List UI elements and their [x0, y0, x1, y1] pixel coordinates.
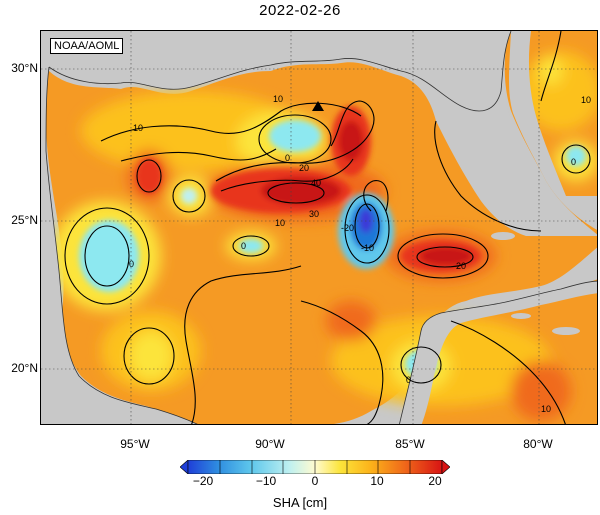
contour-lines — [64, 31, 591, 424]
colorbar-tick-label: −20 — [192, 474, 214, 488]
lon-label-95w: 95°W — [120, 437, 150, 451]
contour-label: -10 — [361, 243, 374, 253]
lat-label-20n: 20°N — [11, 361, 38, 375]
land-masses — [41, 31, 597, 424]
graticule — [41, 31, 597, 424]
contour-label: 0 — [285, 153, 290, 163]
anomaly-field — [51, 51, 597, 421]
contour-label: 0 — [241, 241, 246, 251]
colorbar-tick-label: 20 — [428, 474, 442, 488]
sea-height-anomaly-map: 10 0 20 40 30 -20 -10 0 20 10 0 10 0 10 … — [40, 30, 598, 425]
station-marker-icon — [312, 101, 324, 111]
contour-label: 20 — [456, 261, 466, 271]
coastline — [45, 31, 597, 424]
contour-label: 10 — [541, 404, 551, 414]
map-canvas: 10 0 20 40 30 -20 -10 0 20 10 0 10 0 10 … — [41, 31, 597, 424]
colorbar-title: SHA [cm] — [272, 495, 328, 510]
colorbar-tick-label: −10 — [255, 474, 277, 488]
lon-label-80w: 80°W — [523, 437, 553, 451]
contour-label: 20 — [299, 163, 309, 173]
lon-label-85w: 85°W — [395, 437, 425, 451]
contour-label-group: 10 0 20 40 30 -20 -10 0 20 10 0 10 0 10 … — [129, 94, 591, 414]
lon-label-90w: 90°W — [255, 437, 285, 451]
contour-label: 0 — [406, 375, 411, 385]
colorbar — [180, 460, 450, 474]
contour-label: -20 — [341, 223, 354, 233]
contour-label: 10 — [581, 95, 591, 105]
contour-label: 0 — [571, 157, 576, 167]
map-title: 2022-02-26 — [259, 2, 341, 19]
contour-label: 30 — [309, 209, 319, 219]
contour-label: 0 — [129, 259, 134, 269]
contour-label: 10 — [275, 218, 285, 228]
colorbar-min-arrow — [180, 460, 189, 474]
contour-label: 40 — [311, 178, 321, 188]
lat-label-25n: 25°N — [11, 213, 38, 227]
credit-label: NOAA/AOML — [50, 38, 124, 54]
colorbar-tick-label: 0 — [311, 474, 319, 488]
contour-label: 10 — [133, 123, 143, 133]
colorbar-tick-label: 10 — [370, 474, 384, 488]
contour-label: 10 — [273, 94, 283, 104]
lat-label-30n: 30°N — [11, 61, 38, 75]
colorbar-max-arrow — [441, 460, 450, 474]
